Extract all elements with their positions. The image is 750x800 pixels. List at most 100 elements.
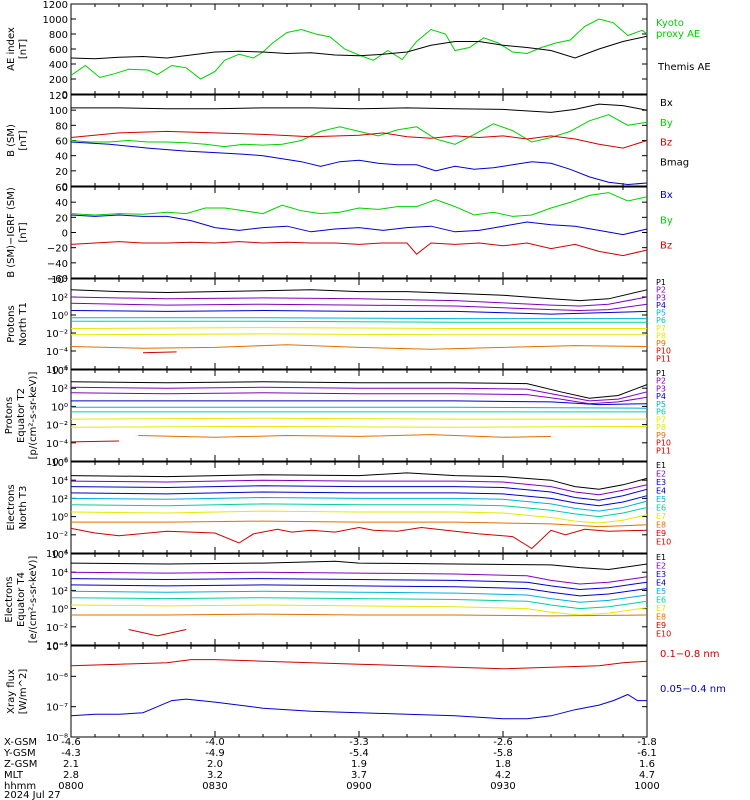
channel-line (71, 320, 647, 323)
series-line (70, 693, 647, 720)
legend-entry: Bx (660, 190, 673, 201)
channel-line (70, 510, 648, 524)
y-tick-label: 800 (49, 30, 68, 41)
channel-label: E2 (656, 470, 666, 479)
channel-line (70, 491, 648, 507)
series-line (70, 130, 648, 149)
y-axis-label: [e/(cm²-s-sr-keV)] (28, 556, 39, 644)
y-axis-label: Equator T4 (16, 572, 27, 627)
y-axis-label: B (SM)−IGRF (SM) (6, 187, 17, 278)
y-tick-label: −60 (47, 274, 68, 285)
channel-line (71, 317, 647, 320)
y-tick-label: 10⁻² (46, 329, 68, 340)
channel-line (142, 351, 177, 354)
footer-value: 4.2 (495, 770, 511, 781)
channel-line (128, 629, 187, 637)
channel-label: E6 (656, 504, 666, 513)
channel-label: P8 (656, 331, 666, 340)
series-line (70, 18, 648, 80)
footer-value: 0930 (490, 781, 515, 792)
y-tick-label: 1200 (43, 0, 68, 11)
legend-entry: Bz (660, 138, 672, 149)
y-tick-label: 600 (49, 45, 68, 56)
y-tick-label: 10² (51, 494, 68, 505)
channel-label: E8 (656, 613, 666, 622)
channel-line (70, 496, 648, 512)
y-tick-label: 10⁻⁴ (46, 439, 68, 450)
channel-line (70, 381, 648, 399)
y-axis-label: B (SM) (6, 124, 17, 157)
footer-value: -4.3 (61, 748, 81, 759)
channel-line (70, 571, 648, 585)
footer-row-label: X-GSM (4, 737, 37, 748)
channel-label: P2 (656, 286, 666, 295)
channel-label: E5 (656, 495, 666, 504)
series-line (70, 141, 648, 186)
channel-line (70, 440, 120, 443)
y-tick-label: 40 (55, 198, 68, 209)
channel-line (70, 327, 647, 329)
y-tick-label: 10⁻⁸ (46, 733, 68, 744)
channel-label: E1 (656, 553, 666, 562)
y-tick-label: 0 (62, 229, 68, 240)
channel-line (70, 302, 648, 312)
y-axis-label: Electrons (6, 484, 17, 530)
y-tick-label: 10⁻⁶ (46, 457, 68, 468)
channel-line (70, 425, 648, 428)
y-axis-label: [nT] (18, 39, 29, 59)
y-axis-label: [p/(cm²-s-sr-keV)] (28, 372, 39, 460)
channel-label: E7 (656, 512, 666, 521)
footer-value: -5.4 (349, 748, 369, 759)
footer-value: 2.0 (207, 759, 223, 770)
footer-row-label: MLT (4, 770, 24, 781)
panel-frame (70, 3, 648, 95)
y-tick-label: 10⁶ (51, 458, 68, 469)
y-tick-label: 60 (55, 183, 68, 194)
y-tick-label: 10⁻⁴ (46, 347, 68, 358)
channel-line (70, 309, 648, 315)
legend-entry: By (660, 118, 673, 129)
y-axis-label: Equator T2 (16, 388, 27, 443)
footer-value: 0800 (58, 781, 83, 792)
channel-label: E9 (656, 621, 666, 630)
y-axis-label: [W/m^2] (18, 669, 29, 715)
footer-value: 0900 (346, 781, 371, 792)
footer-value: 2.8 (63, 770, 79, 781)
footer-value: 1.9 (351, 759, 367, 770)
y-tick-label: 20 (55, 167, 68, 178)
y-tick-label: 10² (51, 384, 68, 395)
footer-value: 2.1 (63, 759, 79, 770)
footer-value: 4.7 (639, 770, 655, 781)
channel-line (70, 503, 648, 518)
series-line (70, 35, 648, 60)
channel-line (70, 560, 648, 571)
y-tick-label: 10⁻² (46, 421, 68, 432)
footer-value: -1.8 (637, 737, 657, 748)
y-tick-label: 10⁻² (46, 531, 68, 542)
channel-line (70, 604, 648, 616)
y-tick-label: 10⁴ (51, 568, 68, 579)
channel-label: E3 (656, 478, 666, 487)
channel-label: P1 (656, 278, 666, 287)
channel-label: E10 (656, 538, 671, 547)
channel-label: P10 (656, 439, 671, 448)
footer-value: 3.7 (351, 770, 367, 781)
y-tick-label: −40 (47, 259, 68, 270)
footer-value: -6.1 (637, 748, 657, 759)
footer-value: -2.6 (493, 737, 513, 748)
y-tick-label: 10² (51, 586, 68, 597)
legend-entry: Themis AE (657, 62, 711, 73)
footer-value: 3.2 (207, 770, 223, 781)
footer-date: 2024 Jul 27 (4, 790, 61, 800)
y-tick-label: 200 (49, 75, 68, 86)
channel-label: P1 (656, 369, 666, 378)
channel-label: P10 (656, 347, 671, 356)
series-line (71, 103, 648, 113)
y-tick-label: 80 (55, 121, 68, 132)
legend-entry: Bz (660, 241, 672, 252)
footer-value: 1.8 (495, 759, 511, 770)
channel-line (71, 613, 648, 617)
footer-value: 1000 (634, 781, 659, 792)
